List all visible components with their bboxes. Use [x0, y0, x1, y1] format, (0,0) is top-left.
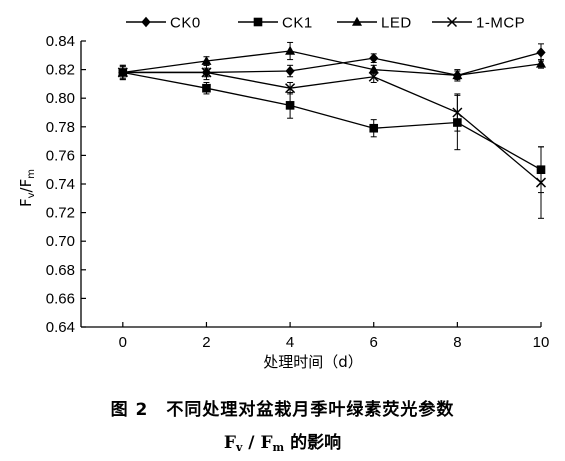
- legend-1-mcp-label: 1-MCP: [476, 15, 525, 32]
- series-led-point: [452, 70, 463, 80]
- x-axis-label: 处理时间（d）: [263, 353, 363, 371]
- y-axis-label-part: F: [17, 179, 35, 188]
- line-chart: 0.64 0.66 0.68 0.70 0.72 0.74 0.76 0.78 0.80 0.82…: [17, 15, 550, 372]
- series-ck0-point: [536, 47, 546, 58]
- caption-f-m: F: [260, 433, 273, 453]
- y-tick-label: 0.80: [46, 90, 75, 107]
- series-1-mcp: [117, 64, 547, 219]
- series-1-mcp-point: [285, 83, 296, 94]
- caption-sub-v: v: [235, 441, 243, 454]
- series-1-mcp-point: [535, 177, 547, 188]
- y-axis-label-subscript: v: [26, 192, 37, 198]
- series-ck0-point: [369, 52, 379, 64]
- series-1-mcp-point: [117, 67, 128, 78]
- legend-led-label: LED: [381, 15, 412, 32]
- legend-item-ck0: CK0: [126, 15, 201, 32]
- series-led: [117, 41, 546, 82]
- x-tick-label: 6: [370, 334, 378, 351]
- series-1-mcp-line: [122, 71, 542, 184]
- y-tick-label: 0.70: [46, 233, 75, 250]
- series-1-mcp-point: [201, 67, 212, 78]
- series-1-mcp-point: [452, 107, 463, 118]
- legend-1-mcp-marker: [446, 16, 458, 28]
- series-led-point: [285, 45, 296, 55]
- x-tick-label: 4: [286, 334, 294, 351]
- caption-f-v: F: [223, 433, 236, 453]
- legend-ck1-label: CK1: [282, 15, 313, 32]
- series-led-point: [201, 55, 212, 65]
- y-tick-label: 0.66: [46, 290, 75, 307]
- series-ck1-line: [122, 71, 542, 171]
- x-tick-label: 2: [202, 334, 210, 351]
- series-led-point: [536, 58, 546, 68]
- legend-item-led: LED: [337, 15, 412, 32]
- caption-rest: 的影响: [284, 433, 342, 453]
- legend-ck0-marker: [141, 16, 151, 28]
- legend-item-ck1: CK1: [238, 15, 313, 32]
- y-tick-label: 0.84: [46, 33, 75, 50]
- x-tick-label: 10: [533, 334, 550, 351]
- y-tick-label: 0.74: [46, 176, 75, 193]
- series-ck1-point: [285, 101, 295, 110]
- x-tick-label: 0: [119, 334, 127, 351]
- series-ck1-point: [369, 123, 379, 133]
- y-tick-label: 0.68: [46, 262, 75, 279]
- series-ck0-point: [285, 65, 295, 77]
- y-axis-label-part: /: [17, 186, 35, 192]
- legend-ck0-label: CK0: [170, 15, 201, 32]
- y-axis-label-subscript: m: [26, 169, 37, 179]
- y-axis-label-part: F: [17, 198, 35, 207]
- y-axis-label: Fv/Fm: [17, 169, 37, 207]
- series-ck0: [118, 43, 546, 81]
- series-ck1: [118, 64, 546, 194]
- x-tick-label: 8: [453, 334, 461, 351]
- legend-item-1-mcp: 1-MCP: [432, 15, 525, 32]
- series-led-line: [122, 50, 542, 76]
- y-tick-label: 0.72: [46, 205, 75, 222]
- y-tick-label: 0.78: [46, 119, 75, 136]
- caption-sub-m: m: [272, 441, 285, 454]
- series-1-mcp-point: [368, 71, 379, 82]
- figure-caption-title: 图 2 不同处理对盆栽月季叶绿素荧光参数: [110, 400, 455, 420]
- series-ck1-point: [202, 83, 211, 93]
- figure-caption-subtitle: Fv / Fm 的影响: [0, 428, 565, 454]
- caption-slash: /: [242, 433, 261, 453]
- y-tick-label: 0.64: [46, 319, 75, 336]
- legend-ck1-marker: [253, 17, 263, 27]
- legend-led-marker: [352, 16, 362, 26]
- y-tick-label: 0.82: [46, 62, 75, 79]
- y-tick-label: 0.76: [46, 147, 75, 164]
